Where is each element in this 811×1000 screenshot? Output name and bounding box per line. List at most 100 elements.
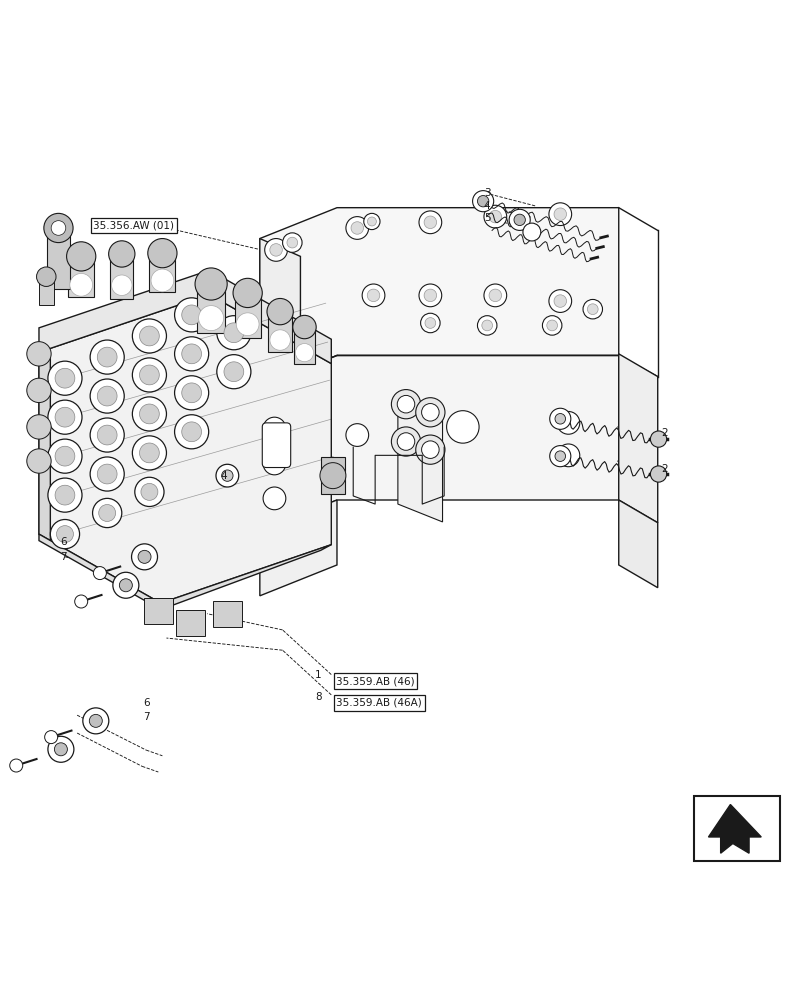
Circle shape [139,365,159,385]
Circle shape [92,498,122,528]
Circle shape [57,526,73,543]
Circle shape [132,436,166,470]
Circle shape [217,355,251,389]
Circle shape [131,544,157,570]
Text: 3: 3 [483,188,490,198]
Circle shape [27,449,51,473]
Bar [234,293,260,338]
Text: 6: 6 [60,537,67,547]
Circle shape [269,244,282,256]
Circle shape [27,342,51,366]
Text: 5: 5 [483,213,490,223]
Circle shape [582,299,602,319]
Circle shape [45,731,58,744]
Circle shape [83,708,109,734]
Bar [176,610,205,636]
Circle shape [182,344,201,364]
Circle shape [97,464,117,484]
Circle shape [113,572,139,598]
Circle shape [418,211,441,234]
Circle shape [477,316,496,335]
Circle shape [513,214,525,226]
Circle shape [420,313,440,333]
Polygon shape [397,394,442,522]
Circle shape [367,217,375,226]
Circle shape [415,398,444,427]
Circle shape [363,213,380,230]
Circle shape [27,378,51,403]
Circle shape [195,268,227,300]
Circle shape [267,298,293,325]
Circle shape [55,446,75,466]
Bar [196,284,225,333]
Circle shape [55,407,75,427]
Circle shape [423,216,436,229]
Text: 1: 1 [315,670,321,680]
Circle shape [481,320,492,331]
Circle shape [48,400,82,434]
Polygon shape [39,295,331,603]
Circle shape [424,318,436,328]
Circle shape [233,278,262,308]
Text: 7: 7 [60,552,67,562]
Polygon shape [39,352,50,541]
Circle shape [48,478,82,512]
Circle shape [483,205,506,228]
Circle shape [397,433,414,450]
Circle shape [350,222,363,234]
Circle shape [55,485,75,505]
Circle shape [488,210,501,223]
Polygon shape [707,804,760,853]
Circle shape [477,196,488,207]
Circle shape [367,289,380,302]
Circle shape [151,269,174,292]
Circle shape [48,361,82,395]
Text: 35.359.AB (46A): 35.359.AB (46A) [336,698,422,708]
Text: 8: 8 [315,692,321,702]
Text: 35.359.AB (46): 35.359.AB (46) [336,676,414,686]
Polygon shape [260,500,337,596]
Text: 6: 6 [143,698,149,708]
Circle shape [483,284,506,307]
Circle shape [295,344,313,362]
Circle shape [650,431,666,447]
Circle shape [650,466,666,482]
Circle shape [217,316,251,350]
Circle shape [548,290,571,312]
Circle shape [119,579,132,592]
Circle shape [263,417,285,440]
Bar [144,598,173,624]
Circle shape [293,315,315,339]
Circle shape [44,213,73,243]
Bar [693,796,779,861]
Circle shape [174,298,208,332]
Circle shape [70,273,92,296]
Bar [68,256,94,297]
Circle shape [345,217,368,239]
Circle shape [55,368,75,388]
Circle shape [269,330,290,350]
Polygon shape [618,354,657,523]
Bar [39,281,54,305]
Circle shape [99,505,115,521]
Circle shape [90,340,124,374]
Circle shape [182,305,201,325]
Circle shape [263,487,285,510]
Bar [149,253,175,292]
Circle shape [554,414,564,424]
Circle shape [182,422,201,442]
Circle shape [508,209,530,230]
Circle shape [362,284,384,307]
Circle shape [75,595,88,608]
Circle shape [89,714,102,727]
Circle shape [549,446,570,467]
Circle shape [148,239,177,268]
Circle shape [391,390,420,419]
Circle shape [542,316,561,335]
Bar [47,232,70,289]
Circle shape [224,323,243,343]
Circle shape [139,404,159,424]
Circle shape [97,425,117,445]
Circle shape [472,191,493,212]
Circle shape [174,337,208,371]
